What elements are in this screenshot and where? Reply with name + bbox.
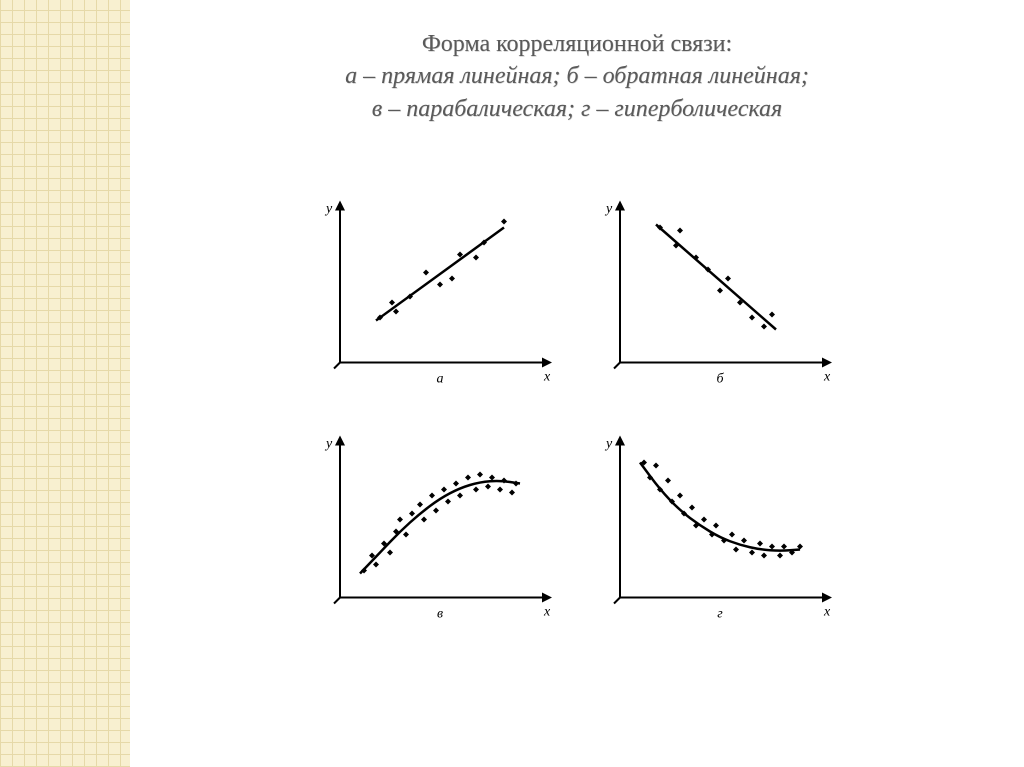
slide-title: Форма корреляционной связи: а – прямая л… (130, 0, 1024, 135)
svg-text:x: x (543, 370, 551, 385)
svg-text:y: y (604, 437, 613, 452)
svg-text:а: а (437, 372, 444, 387)
svg-text:x: x (823, 370, 831, 385)
chart-a: y x а (310, 190, 560, 395)
chart-v: y x в (310, 425, 560, 630)
title-line-3: в – парабалическая; г – гиперболическая (170, 93, 984, 125)
svg-text:б: б (716, 372, 724, 387)
svg-text:г: г (717, 607, 723, 622)
chart-grid: y x а y x б y x в y x г (310, 190, 840, 620)
svg-text:x: x (823, 605, 831, 620)
svg-text:y: y (604, 202, 613, 217)
title-line-2: а – прямая линейная; б – обратная линейн… (170, 60, 984, 92)
title-line-1: Форма корреляционной связи: (170, 28, 984, 60)
slide-content: Форма корреляционной связи: а – прямая л… (130, 0, 1024, 767)
svg-text:y: y (324, 202, 333, 217)
decorative-sidebar (0, 0, 131, 767)
svg-text:y: y (324, 437, 333, 452)
chart-g: y x г (590, 425, 840, 630)
svg-text:x: x (543, 605, 551, 620)
chart-b: y x б (590, 190, 840, 395)
svg-text:в: в (437, 607, 443, 622)
